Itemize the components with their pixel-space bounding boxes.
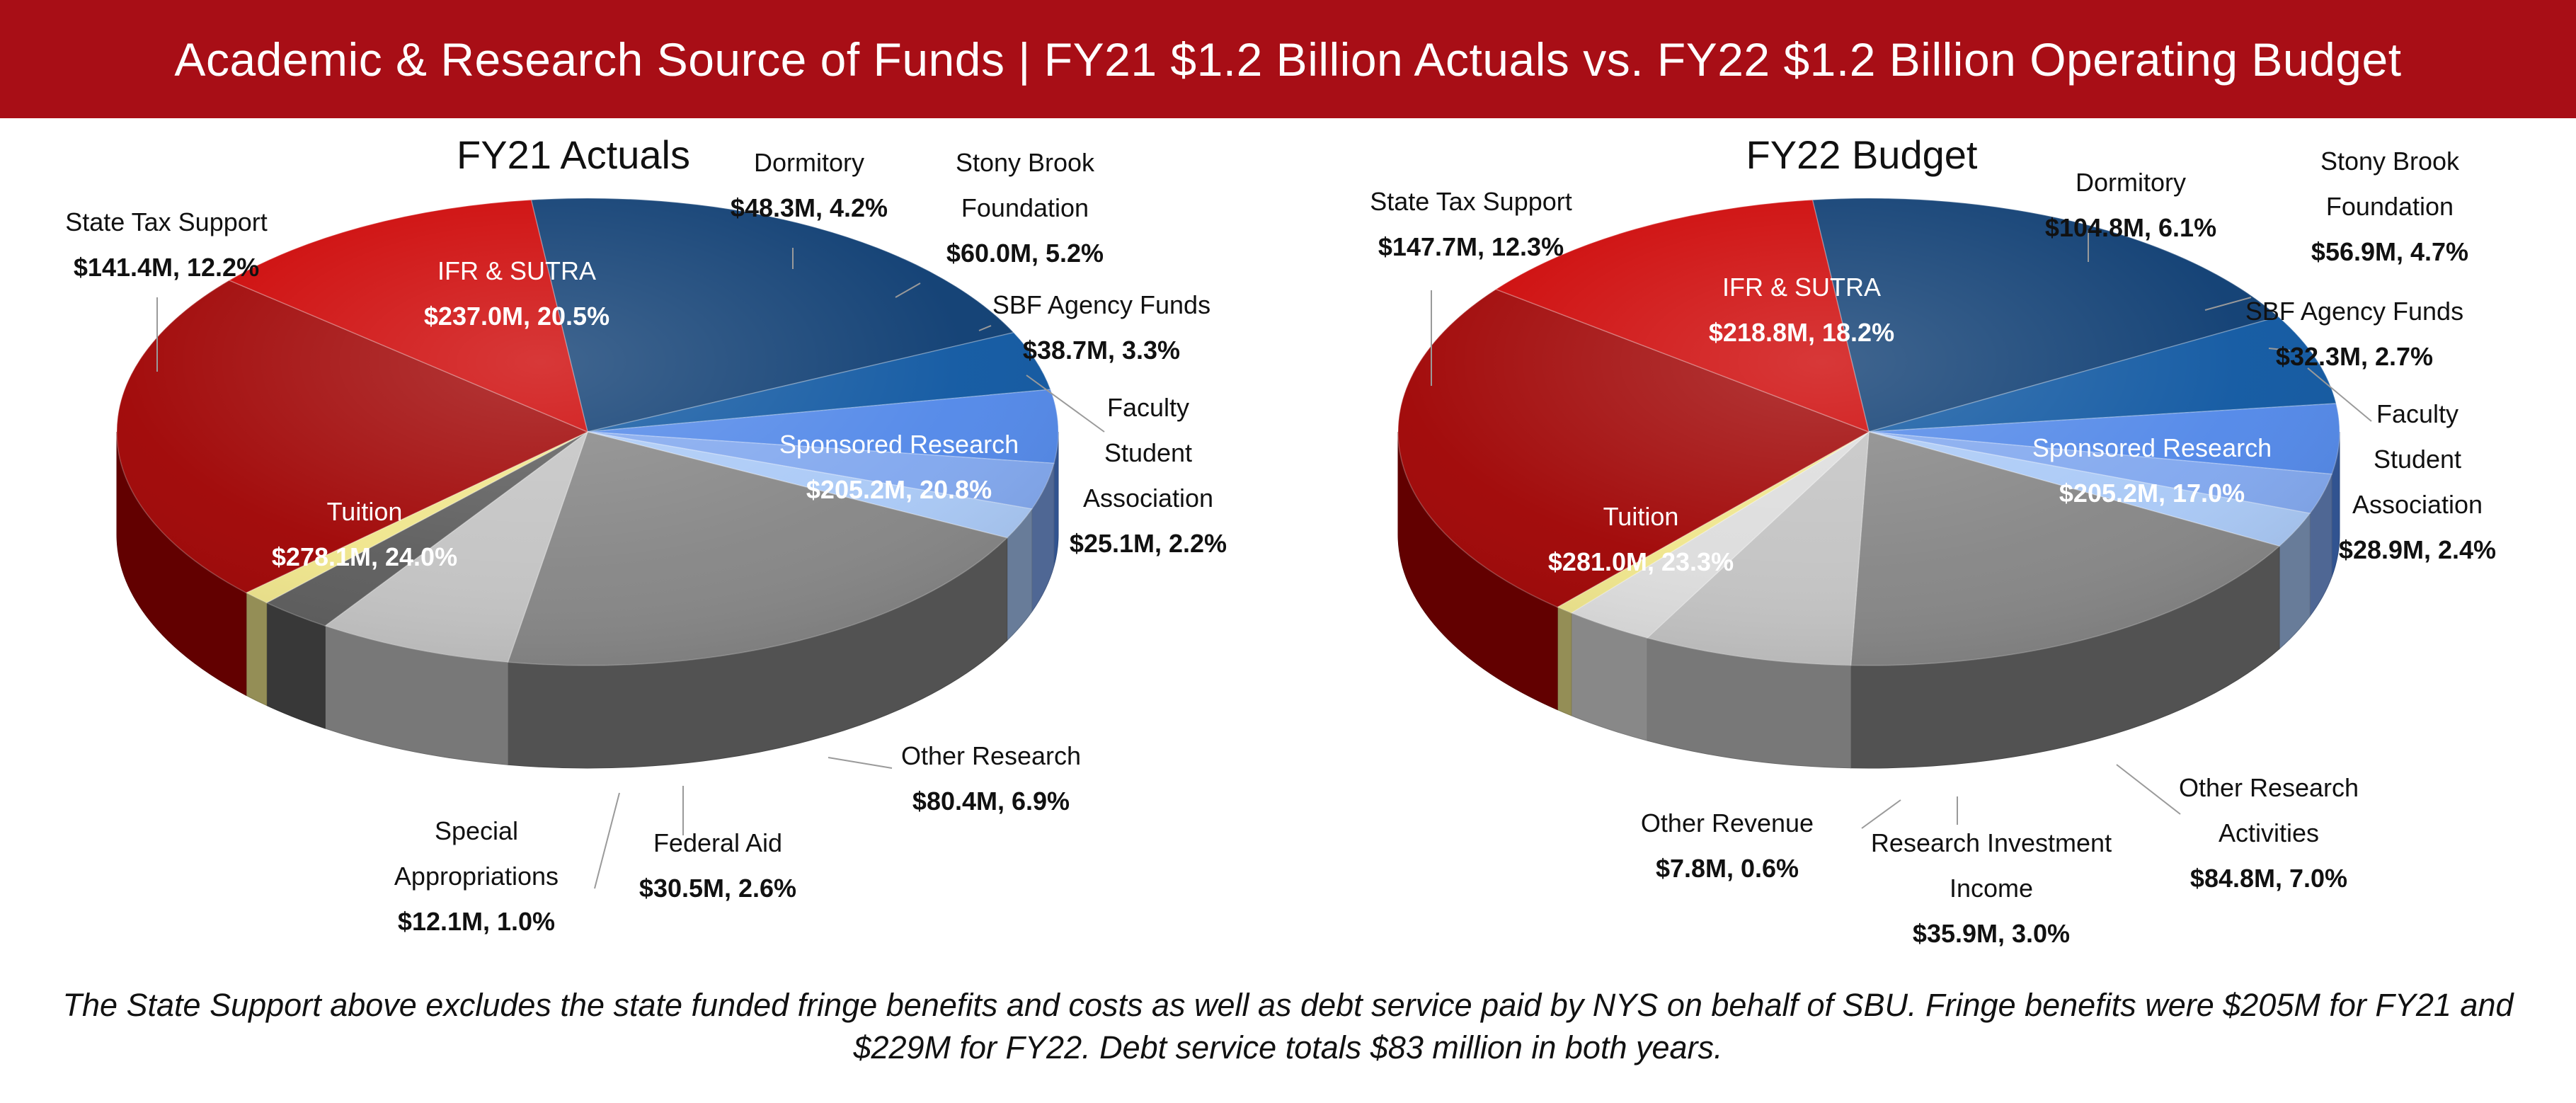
leader-line-other-research — [828, 757, 893, 769]
data-label-name: Association — [1083, 484, 1213, 513]
data-label-value: $32.3M, 2.7% — [2276, 342, 2433, 371]
data-label-value: $205.2M, 17.0% — [2059, 479, 2245, 508]
data-label-name: Foundation — [2326, 192, 2454, 221]
data-label-other-research-activities: Other Research Activities $84.8M, 7.0% — [2179, 773, 2359, 893]
data-label-dormitory: Dormitory $48.3M, 4.2% — [731, 148, 888, 222]
data-label-value: $281.0M, 23.3% — [1548, 547, 1734, 576]
data-label-state-tax-support: State Tax Support $147.7M, 12.3% — [1370, 187, 1572, 261]
leader-line-stony-brook-foundation — [2204, 297, 2252, 311]
data-label-stony-brook-foundation: Stony Brook Foundation $56.9M, 4.7% — [2311, 147, 2468, 266]
data-label-name: Faculty — [2376, 399, 2458, 428]
data-label-name: Stony Brook — [2320, 147, 2460, 176]
footnote: The State Support above excludes the sta… — [62, 987, 2514, 1065]
data-label-name: IFR & SUTRA — [437, 256, 596, 285]
data-label-value: $48.3M, 4.2% — [731, 193, 888, 222]
data-label-name: Dormitory — [754, 148, 864, 177]
leader-line-other-revenue — [1861, 799, 1901, 829]
data-label-name: Income — [1950, 874, 2033, 903]
data-label-name: Other Research — [2179, 773, 2359, 802]
data-label-value: $56.9M, 4.7% — [2311, 237, 2468, 266]
leader-line-other-research-activities — [2116, 764, 2181, 815]
data-label-other-research: Other Research $80.4M, 6.9% — [901, 741, 1081, 816]
leader-line-special-appropriations — [594, 792, 620, 889]
data-label-name: State Tax Support — [1370, 187, 1572, 216]
data-label-name: Faculty — [1107, 393, 1189, 422]
banner-title: Academic & Research Source of Funds | FY… — [0, 0, 2576, 118]
data-label-dormitory: Dormitory $104.8M, 6.1% — [2045, 168, 2216, 242]
data-label-name: SBF Agency Funds — [2245, 297, 2463, 326]
data-label-value: $25.1M, 2.2% — [1070, 529, 1227, 558]
data-label-stony-brook-foundation: Stony Brook Foundation $60.0M, 5.2% — [946, 148, 1104, 268]
leader-line-stony-brook-foundation — [895, 282, 921, 298]
pie-charts-canvas: FY21 Actuals IFR & SUTRA $237.0M, 20.5% Dor… — [65, 132, 2496, 948]
data-label-name: Stony Brook — [956, 148, 1095, 177]
data-label-value: $28.9M, 2.4% — [2339, 535, 2496, 564]
data-label-tuition: Tuition $278.1M, 24.0% — [272, 497, 457, 571]
data-label-name: Tuition — [327, 497, 403, 526]
data-label-value: $12.1M, 1.0% — [398, 907, 555, 936]
data-label-name: State Tax Support — [65, 207, 268, 236]
leader-line-faculty-student-association — [2307, 367, 2372, 422]
data-label-name: Tuition — [1603, 502, 1679, 531]
data-label-tuition: Tuition $281.0M, 23.3% — [1548, 502, 1734, 576]
data-label-name: Other Research — [901, 741, 1081, 770]
data-label-name: IFR & SUTRA — [1722, 273, 1881, 302]
data-label-value: $141.4M, 12.2% — [74, 253, 259, 282]
data-label-value: $237.0M, 20.5% — [424, 302, 609, 331]
data-label-research-investment-income: Research Investment Income $35.9M, 3.0% — [1871, 828, 2112, 948]
pie-title: FY22 Budget — [1746, 132, 1978, 177]
pie-side-other-revenue — [1557, 606, 1572, 716]
data-label-state-tax-support: State Tax Support $141.4M, 12.2% — [65, 207, 268, 282]
data-label-other-revenue: Other Revenue $7.8M, 0.6% — [1641, 808, 1814, 883]
pie-side-special-appropriations — [246, 592, 268, 707]
data-label-name: Student — [1104, 438, 1192, 467]
data-label-sbf-agency-funds: SBF Agency Funds $32.3M, 2.7% — [2245, 297, 2463, 371]
data-label-value: $30.5M, 2.6% — [639, 874, 796, 903]
data-label-value: $80.4M, 6.9% — [912, 787, 1070, 816]
data-label-faculty-student-association: Faculty Student Association $28.9M, 2.4% — [2339, 399, 2496, 564]
data-label-name: Appropriations — [394, 862, 559, 891]
data-label-name: Other Revenue — [1641, 808, 1814, 838]
data-label-ifr-sutra: IFR & SUTRA $237.0M, 20.5% — [424, 256, 609, 331]
data-label-value: $35.9M, 3.0% — [1913, 919, 2070, 948]
data-label-name: Foundation — [961, 193, 1089, 222]
data-label-value: $218.8M, 18.2% — [1709, 318, 1894, 347]
data-label-name: Research Investment — [1871, 828, 2112, 857]
data-label-sponsored-research: Sponsored Research $205.2M, 17.0% — [2032, 433, 2272, 508]
data-label-name: Association — [2352, 490, 2483, 519]
data-label-special-appropriations: Special Appropriations $12.1M, 1.0% — [394, 816, 559, 936]
leader-line-sbf-agency-funds — [978, 325, 992, 331]
data-label-name: Special — [435, 816, 518, 845]
fy22-pie-chart: FY22 Budget IFR & SUTRA $218.8M, 18.2% Dorm… — [1370, 132, 2496, 948]
data-label-value: $60.0M, 5.2% — [946, 239, 1104, 268]
fy21-pie-chart: FY21 Actuals IFR & SUTRA $237.0M, 20.5% Dor… — [65, 132, 1227, 936]
data-label-value: $7.8M, 0.6% — [1656, 854, 1799, 883]
data-label-value: $205.2M, 20.8% — [806, 475, 992, 504]
data-label-name: Federal Aid — [653, 828, 782, 857]
data-label-name: SBF Agency Funds — [992, 290, 1210, 319]
data-label-name: Activities — [2219, 818, 2319, 847]
data-label-value: $104.8M, 6.1% — [2045, 213, 2216, 242]
data-label-value: $147.7M, 12.3% — [1378, 232, 1564, 261]
data-label-sbf-agency-funds: SBF Agency Funds $38.7M, 3.3% — [992, 290, 1210, 365]
data-label-name: Student — [2374, 445, 2461, 474]
data-label-sponsored-research: Sponsored Research $205.2M, 20.8% — [779, 430, 1019, 504]
leader-line-sbf-agency-funds — [2268, 348, 2291, 351]
data-label-name: Sponsored Research — [2032, 433, 2272, 462]
leader-line-faculty-student-association — [1026, 375, 1105, 433]
data-label-value: $278.1M, 24.0% — [272, 542, 457, 571]
data-label-value: $84.8M, 7.0% — [2190, 864, 2347, 893]
data-label-name: Dormitory — [2076, 168, 2186, 197]
data-label-federal-aid: Federal Aid $30.5M, 2.6% — [639, 828, 796, 903]
pie-title: FY21 Actuals — [457, 132, 690, 177]
data-label-faculty-student-association: Faculty Student Association $25.1M, 2.2% — [1070, 393, 1227, 558]
data-label-ifr-sutra: IFR & SUTRA $218.8M, 18.2% — [1709, 273, 1894, 347]
data-label-value: $38.7M, 3.3% — [1023, 336, 1180, 365]
data-label-name: Sponsored Research — [779, 430, 1019, 459]
